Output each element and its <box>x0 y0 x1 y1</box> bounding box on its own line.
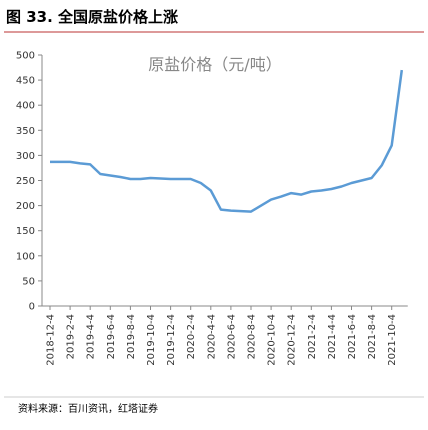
heading: 图 33. 全国原盐价格上涨 <box>6 8 178 26</box>
y-tick-label: 350 <box>16 126 35 137</box>
x-tick-label: 2020-10-4 <box>267 314 278 366</box>
y-tick-label: 250 <box>16 176 35 187</box>
y-tick-label: 450 <box>16 76 35 87</box>
x-tick-label: 2021-2-4 <box>307 314 318 359</box>
line-series <box>50 69 404 213</box>
x-tick-label: 2020-8-4 <box>247 314 258 359</box>
x-tick-label: 2020-12-4 <box>287 314 298 366</box>
x-tick-label: 2021-4-4 <box>327 314 338 359</box>
y-tick-label: 400 <box>16 101 35 112</box>
x-tick-label: 2020-6-4 <box>226 314 237 359</box>
chart-title: 原盐价格（元/吨） <box>148 55 281 74</box>
x-tick-label: 2019-2-4 <box>66 314 77 359</box>
y-tick-label: 300 <box>16 151 35 162</box>
x-tick-label: 2018-12-4 <box>46 314 57 366</box>
y-tick-label: 500 <box>16 51 35 62</box>
x-tick-label: 2020-4-4 <box>206 314 217 359</box>
y-tick-label: 200 <box>16 201 35 212</box>
x-tick-label: 2020-2-4 <box>186 314 197 359</box>
x-tick-label: 2019-8-4 <box>126 314 137 359</box>
x-tick-label: 2019-10-4 <box>146 314 157 366</box>
y-tick-label: 150 <box>16 226 35 237</box>
source: 资料来源：百川资讯，红塔证券 <box>18 402 158 415</box>
x-tick-label: 2021-6-4 <box>347 314 358 359</box>
x-tick-label: 2019-6-4 <box>106 314 117 359</box>
y-tick-label: 100 <box>16 251 35 262</box>
y-tick-label: 50 <box>22 276 35 287</box>
x-tick-label: 2021-10-4 <box>387 314 398 366</box>
y-tick-label: 0 <box>29 302 35 313</box>
x-tick-label: 2019-12-4 <box>166 314 177 366</box>
x-tick-label: 2019-4-4 <box>86 314 97 359</box>
x-tick-label: 2021-8-4 <box>367 314 378 359</box>
